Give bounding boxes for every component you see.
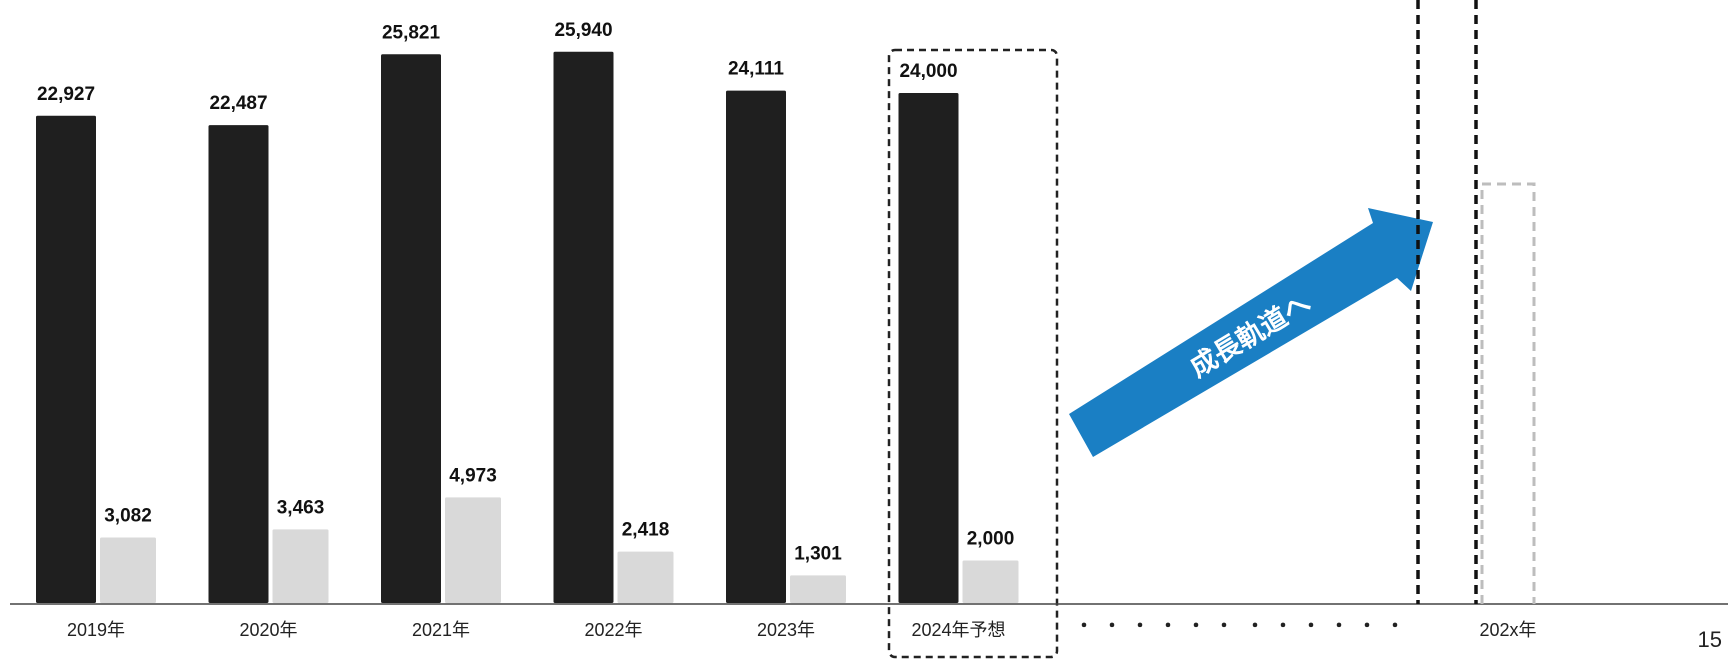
data-label-series2-5: 2,000 (967, 529, 1015, 550)
category-label-2: 2021年 (412, 620, 470, 640)
ellipsis-1: ・・・・・・ (1075, 616, 1243, 636)
bar-series2-4 (790, 575, 846, 603)
bar-series2-0 (100, 537, 156, 603)
bar-series1-2 (381, 54, 441, 603)
growth-arrow: 成長軌道へ (1069, 208, 1433, 457)
labels-layer: 22,927 3,082 22,487 3,463 25,821 4,973 25,940 2… (37, 20, 1014, 565)
data-label-series2-3: 2,418 (622, 520, 670, 541)
data-label-series1-4: 24,111 (728, 59, 784, 80)
data-label-series2-2: 4,973 (449, 465, 497, 486)
bar-series1-3 (553, 51, 614, 603)
category-label-5: 2024年予想 (911, 620, 1005, 640)
data-label-series1-3: 25,940 (554, 20, 612, 41)
data-label-series2-0: 3,082 (104, 506, 152, 527)
data-label-series1-5: 24,000 (899, 61, 957, 82)
page-number: 15 (1698, 627, 1722, 652)
forecast-highlight-box (887, 48, 1059, 659)
bar-series1-1 (208, 125, 269, 604)
bar-series2-2 (445, 497, 501, 603)
bar-series2-5 (962, 560, 1019, 603)
growth-arrow-shape (1069, 208, 1433, 457)
bar-series2-1 (272, 529, 329, 603)
category-label-0: 2019年 (67, 620, 125, 640)
category-label-4: 2023年 (757, 620, 815, 640)
bar-series1-4 (726, 90, 786, 604)
bar-series1-5 (898, 93, 959, 603)
future-bar-outline (1480, 182, 1536, 604)
data-label-series2-4: 1,301 (794, 543, 842, 564)
data-label-series1-2: 25,821 (382, 22, 441, 43)
data-label-series2-1: 3,463 (277, 497, 325, 518)
data-label-series1-0: 22,927 (37, 84, 95, 105)
future-category-label: 202x年 (1479, 620, 1536, 640)
bar-series2-3 (617, 551, 674, 603)
bar-series1-0 (36, 115, 96, 604)
category-layer: 2019年 2020年 2021年 2022年 2023年 2024年予想 (67, 620, 1006, 640)
category-label-1: 2020年 (239, 620, 297, 640)
ellipsis-2: ・・・・・・ (1246, 616, 1414, 636)
bars-layer (36, 51, 1019, 604)
data-label-series1-1: 22,487 (209, 93, 267, 114)
category-label-3: 2022年 (584, 620, 642, 640)
